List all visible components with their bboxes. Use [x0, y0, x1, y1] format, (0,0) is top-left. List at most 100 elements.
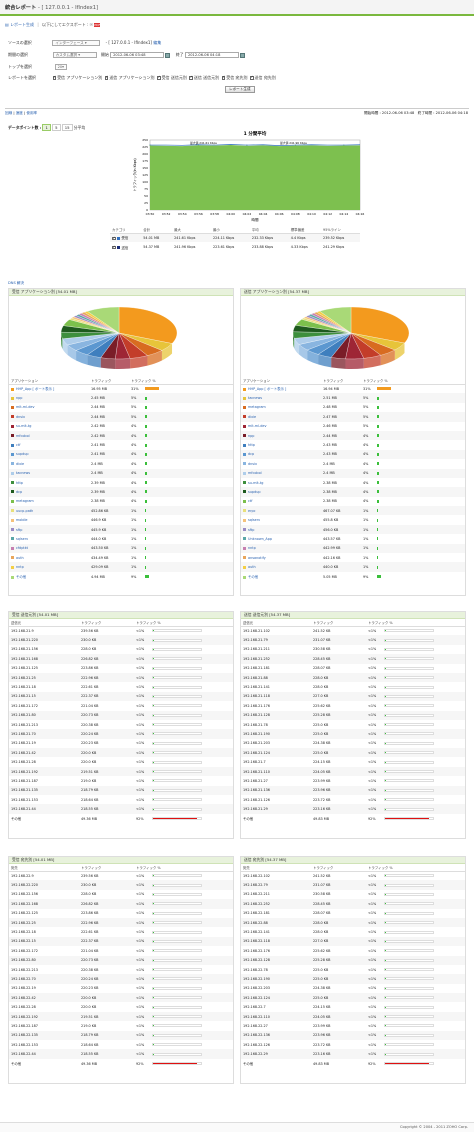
ip-cell[interactable]: 192.168.22.28: [11, 1005, 36, 1010]
app-link[interactable]: mfcobol: [248, 471, 262, 476]
app-link[interactable]: mfcobol: [16, 433, 30, 438]
ip-cell[interactable]: 192.168.22.44: [9, 1049, 79, 1059]
ip-cell[interactable]: 192.168.21.187: [11, 778, 38, 783]
app-link[interactable]: ctf: [248, 499, 253, 504]
source-edit-link[interactable]: 編集: [153, 40, 162, 45]
app-link[interactable]: その他: [248, 575, 259, 579]
ip-cell[interactable]: 192.168.22.25: [9, 917, 79, 928]
app-link[interactable]: sftp: [16, 527, 23, 532]
check-in-app[interactable]: 受信 アプリケーション別: [52, 75, 102, 80]
ip-cell[interactable]: 192.168.22.190: [241, 974, 311, 984]
ip-cell[interactable]: 192.168.21.18: [11, 685, 36, 690]
ip-cell[interactable]: 192.168.21.70: [9, 729, 79, 739]
calendar-icon[interactable]: [165, 52, 171, 58]
ip-cell[interactable]: 192.168.21.192: [9, 766, 79, 777]
series-toggle[interactable]: [112, 245, 116, 250]
ip-cell[interactable]: 192.168.22.18: [11, 930, 36, 935]
pie-slice[interactable]: [350, 306, 410, 344]
ip-cell[interactable]: 192.168.21.15: [9, 691, 79, 702]
ip-cell[interactable]: 192.168.22.211: [243, 892, 270, 897]
ip-cell[interactable]: 192.168.22.124: [241, 993, 311, 1003]
link-bandwidth[interactable]: 回線: [5, 111, 13, 115]
ip-cell[interactable]: 192.168.21.156: [11, 647, 38, 652]
ip-cell[interactable]: 192.168.22.19: [11, 986, 36, 991]
ip-cell[interactable]: 192.168.21.252: [241, 654, 311, 664]
calendar-icon[interactable]: [240, 52, 246, 58]
app-link[interactable]: mit-ml-dev: [248, 424, 267, 429]
pie-slice[interactable]: [87, 306, 120, 334]
topn-select[interactable]: 20▾: [54, 64, 67, 70]
app-link[interactable]: mit-ml-dev: [16, 405, 35, 410]
ip-cell[interactable]: 192.168.21.44: [9, 804, 79, 814]
ip-cell[interactable]: 192.168.21.203: [243, 741, 270, 746]
app-link[interactable]: su-mit-tg: [16, 424, 32, 429]
app-link[interactable]: http: [16, 480, 23, 485]
app-link[interactable]: ctf: [16, 443, 21, 448]
ip-cell[interactable]: 192.168.22.141: [243, 930, 270, 935]
app-link[interactable]: tacnews: [16, 471, 31, 476]
ip-cell[interactable]: 192.168.21.213: [11, 722, 38, 727]
ip-cell[interactable]: 192.168.22.136: [241, 1030, 311, 1041]
ip-cell[interactable]: 192.168.21.88: [241, 672, 311, 683]
ip-cell[interactable]: 192.168.22.42: [9, 993, 79, 1003]
ip-cell[interactable]: 192.168.22.7: [243, 1005, 266, 1010]
ip-cell[interactable]: 192.168.22.187: [11, 1023, 38, 1028]
ip-cell[interactable]: 192.168.21.153: [11, 797, 38, 802]
ip-cell[interactable]: 192.168.21.7: [243, 760, 266, 765]
ip-cell[interactable]: 192.168.22.156: [11, 892, 38, 897]
ip-cell[interactable]: 192.168.22.118: [241, 936, 311, 947]
ip-cell[interactable]: 192.168.22.135: [9, 1030, 79, 1041]
app-link[interactable]: erpc: [248, 508, 256, 513]
app-link[interactable]: metagram: [16, 499, 34, 504]
ip-cell[interactable]: 192.168.21.190: [241, 729, 311, 739]
app-link[interactable]: auth: [16, 555, 24, 560]
ip-cell[interactable]: 192.168.22.176: [243, 948, 270, 953]
ip-cell[interactable]: 192.168.21.27: [243, 778, 268, 783]
app-link[interactable]: sftp: [248, 527, 255, 532]
ip-cell[interactable]: 192.168.22.168: [9, 899, 79, 909]
app-link[interactable]: supdup: [16, 452, 29, 457]
ip-cell[interactable]: 192.168.21.28: [11, 760, 36, 765]
ip-cell[interactable]: 192.168.22.110: [241, 1011, 311, 1022]
ip-cell[interactable]: 192.168.22.79: [241, 880, 311, 890]
ip-cell[interactable]: 192.168.21.118: [241, 691, 311, 702]
series-toggle[interactable]: [112, 236, 116, 241]
ip-cell[interactable]: 192.168.22.220: [9, 880, 79, 890]
app-link[interactable]: cfdptkt: [16, 546, 28, 551]
app-link[interactable]: su-mit-tg: [248, 480, 264, 485]
app-link[interactable]: dcp: [248, 452, 255, 457]
period-select[interactable]: カスタム選択 ▾: [52, 52, 97, 58]
start-input[interactable]: 2012-06-06 03:48: [110, 52, 165, 58]
link-speed[interactable]: 速度: [15, 111, 23, 115]
app-link[interactable]: http: [248, 443, 255, 448]
ip-cell[interactable]: 192.168.22.70: [9, 974, 79, 984]
ip-cell[interactable]: 192.168.21.136: [241, 785, 311, 796]
end-input[interactable]: 2012-06-06 04:18: [184, 52, 239, 58]
port-view-link[interactable]: [ ポート表示 ]: [32, 387, 55, 392]
app-link[interactable]: uucp-path: [16, 508, 34, 513]
check-out-app[interactable]: 送信 アプリケーション別: [104, 75, 155, 80]
ip-cell[interactable]: 192.168.22.78: [243, 967, 268, 972]
ip-cell[interactable]: 192.168.22.172: [11, 948, 38, 953]
check-in-dst[interactable]: 受信 宛先別: [221, 75, 248, 80]
ip-cell[interactable]: 192.168.21.176: [243, 703, 270, 708]
app-link[interactable]: supdup: [248, 489, 261, 494]
ip-cell[interactable]: 192.168.22.29: [241, 1049, 311, 1059]
ip-cell[interactable]: 192.168.22.213: [11, 967, 38, 972]
check-out-src[interactable]: 送信 送信元別: [189, 75, 219, 80]
ip-cell[interactable]: 192.168.22.252: [241, 899, 311, 909]
ip-cell[interactable]: 192.168.22.27: [243, 1023, 268, 1028]
datapoint-15[interactable]: 15: [61, 124, 73, 131]
app-link[interactable]: npp: [248, 433, 255, 438]
ip-cell[interactable]: 192.168.22.15: [9, 936, 79, 947]
ip-cell[interactable]: 192.168.22.80: [9, 955, 79, 965]
check-in-src[interactable]: 受信 送信元別: [157, 75, 187, 80]
ip-cell[interactable]: 192.168.22.181: [243, 911, 270, 916]
ip-cell[interactable]: 192.168.21.220: [9, 635, 79, 645]
source-select[interactable]: インターフェース ▾: [52, 40, 101, 46]
ip-cell[interactable]: 192.168.22.192: [9, 1011, 79, 1022]
app-link[interactable]: sqlserv: [16, 536, 29, 541]
ip-cell[interactable]: 192.168.21.79: [241, 635, 311, 645]
ip-cell[interactable]: 192.168.21.125: [11, 666, 38, 671]
ip-cell[interactable]: 192.168.21.181: [243, 666, 270, 671]
